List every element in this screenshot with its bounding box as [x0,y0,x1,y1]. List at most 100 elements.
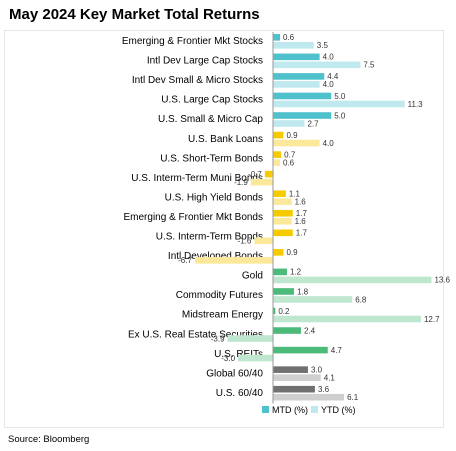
ytd-value-label: 11.3 [408,100,424,109]
category-label: Emerging & Frontier Mkt Bonds [124,212,264,223]
mtd-value-label: 5.0 [334,92,346,101]
mtd-value-label: 2.4 [304,326,316,335]
mtd-value-label: -0.7 [248,170,262,179]
category-label: Gold [242,271,263,282]
chart-title: May 2024 Key Market Total Returns [9,6,260,23]
mtd-bar [273,73,325,80]
category-label: U.S. Short-Term Bonds [160,153,263,164]
ytd-value-label: 13.6 [434,276,450,285]
mtd-value-label: 3.0 [311,365,323,374]
ytd-value-label: 4.0 [323,139,335,148]
mtd-value-label: 1.2 [290,268,302,277]
mtd-value-label: 3.6 [318,385,330,394]
mtd-bar [273,53,320,61]
mtd-bar [273,229,293,237]
ytd-value-label: -1.6 [238,237,252,246]
mtd-value-label: 1.7 [296,209,308,218]
ytd-value-label: 4.1 [324,373,336,382]
ytd-bar [273,198,292,205]
ytd-value-label: 7.5 [363,61,375,70]
category-label: Intl Dev Small & Micro Stocks [132,75,263,86]
ytd-value-label: 1.6 [295,217,307,226]
category-label: Emerging & Frontier Mkt Stocks [122,36,263,47]
mtd-bar [273,307,276,315]
mtd-value-label: 5.0 [334,111,346,120]
ytd-value-label: -3.0 [221,354,235,363]
ytd-bar [250,178,273,186]
mtd-value-label: 0.2 [278,307,290,316]
ytd-value-label: 0.6 [283,158,295,167]
ytd-value-label: 12.7 [424,315,440,324]
ytd-bar [273,276,432,284]
source-note: Source: Bloomberg [8,434,90,445]
ytd-bar [273,100,405,108]
mtd-bar [273,190,286,197]
ytd-value-label: 4.0 [323,80,335,89]
category-label: U.S. Large Cap Stocks [161,95,263,106]
category-label: Ex U.S. Real Estate Securities [128,329,263,340]
ytd-bar [273,120,305,127]
ytd-bar [273,139,320,147]
ytd-value-label: 6.8 [355,295,367,304]
category-label: Intl Dev Large Cap Stocks [147,56,263,67]
ytd-bar [273,374,321,381]
ytd-bar [273,217,292,225]
category-label: Global 60/40 [206,368,263,379]
category-label: Commodity Futures [176,290,263,301]
ytd-bar [273,42,314,49]
category-label: U.S. REITs [214,349,263,360]
mtd-value-label: 4.0 [323,53,335,62]
ytd-value-label: -1.9 [234,178,248,187]
mtd-bar [273,34,280,41]
mtd-bar [273,112,332,119]
mtd-bar [273,131,284,139]
ytd-bar [273,159,280,166]
mtd-value-label: 0.9 [286,248,298,257]
mtd-bar [273,366,308,373]
mtd-value-label: 0.6 [283,33,295,42]
ytd-bar [273,315,421,323]
category-label: Midstream Energy [182,310,263,321]
category-label: Intl Developed Bonds [168,251,263,262]
mtd-bar [273,151,282,158]
ytd-bar [227,335,273,342]
mtd-bar [273,249,284,256]
mtd-bar [264,170,273,178]
ytd-value-label: 3.5 [317,41,329,50]
mtd-value-label: 4.4 [327,72,339,81]
mtd-bar [273,346,328,354]
legend-label-mtd: MTD (%) [272,405,308,415]
category-label: U.S. 60/40 [216,388,264,399]
legend-label-ytd: YTD (%) [321,405,356,415]
ytd-bar [238,354,273,362]
ytd-value-label: -6.7 [178,256,192,265]
category-label: U.S. Interm-Term Muni Bonds [131,173,263,184]
mtd-bar [273,268,287,276]
mtd-bar [273,209,293,217]
legend-swatch-ytd [311,406,318,413]
ytd-value-label: 6.1 [347,393,359,402]
ytd-bar [194,257,273,264]
legend-swatch-mtd [262,406,269,413]
mtd-value-label: 0.9 [286,131,298,140]
mtd-bar [273,92,332,100]
mtd-value-label: 4.7 [331,346,343,355]
mtd-value-label: 1.7 [296,229,308,238]
category-label: U.S. Bank Loans [188,134,263,145]
ytd-bar [273,393,345,401]
mtd-value-label: 0.7 [284,150,296,159]
mtd-bar [273,385,315,393]
mtd-bar [273,288,294,295]
ytd-value-label: -3.9 [211,334,225,343]
category-label: U.S. Interm-Term Bonds [156,232,263,243]
category-label: U.S. High Yield Bonds [165,192,263,203]
category-label: U.S. Small & Micro Cap [158,114,263,125]
ytd-value-label: 2.7 [307,119,319,128]
ytd-bar [273,81,320,88]
ytd-bar [273,61,361,69]
mtd-value-label: 1.1 [289,190,301,199]
mtd-value-label: 1.8 [297,287,309,296]
ytd-bar [273,296,353,303]
ytd-bar [254,237,273,245]
